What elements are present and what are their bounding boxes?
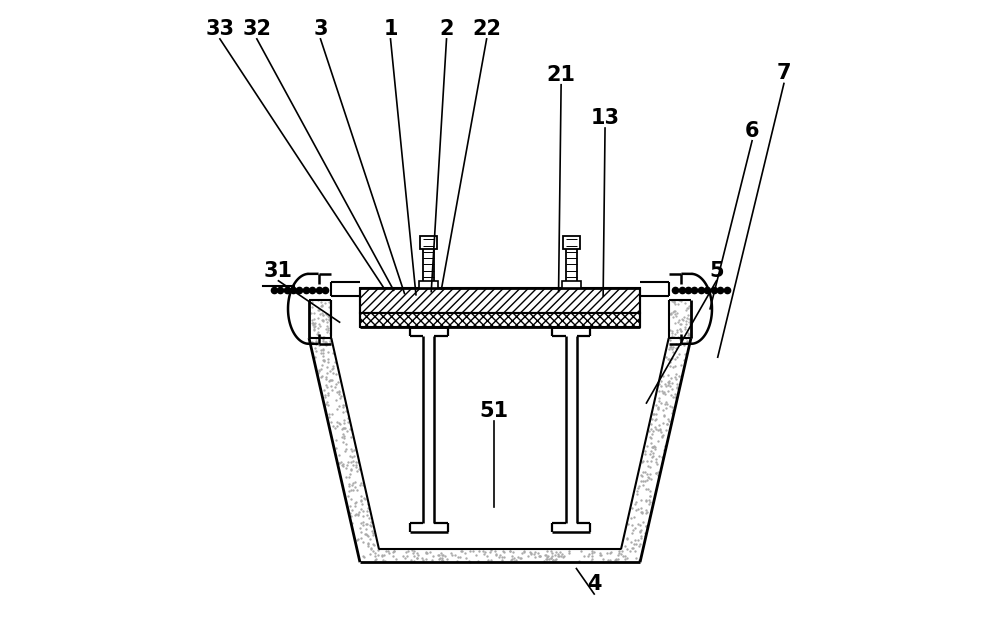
Text: 22: 22 [472, 19, 501, 39]
Text: 7: 7 [777, 63, 791, 84]
Bar [419, 281, 438, 288]
Bar [563, 236, 580, 249]
Bar [360, 288, 640, 313]
Text: 4: 4 [587, 574, 601, 594]
Bar [360, 313, 640, 327]
Text: 2: 2 [439, 19, 454, 39]
Text: 32: 32 [242, 19, 271, 39]
Text: 5: 5 [709, 261, 724, 281]
Text: 31: 31 [264, 261, 293, 281]
Text: 51: 51 [479, 401, 508, 421]
Text: 33: 33 [205, 19, 234, 39]
Text: 21: 21 [547, 64, 576, 85]
Bar [562, 281, 581, 288]
Text: 13: 13 [591, 108, 620, 128]
Text: 1: 1 [383, 19, 398, 39]
Bar [420, 236, 437, 249]
Text: 6: 6 [745, 121, 759, 141]
Text: 3: 3 [313, 19, 328, 39]
